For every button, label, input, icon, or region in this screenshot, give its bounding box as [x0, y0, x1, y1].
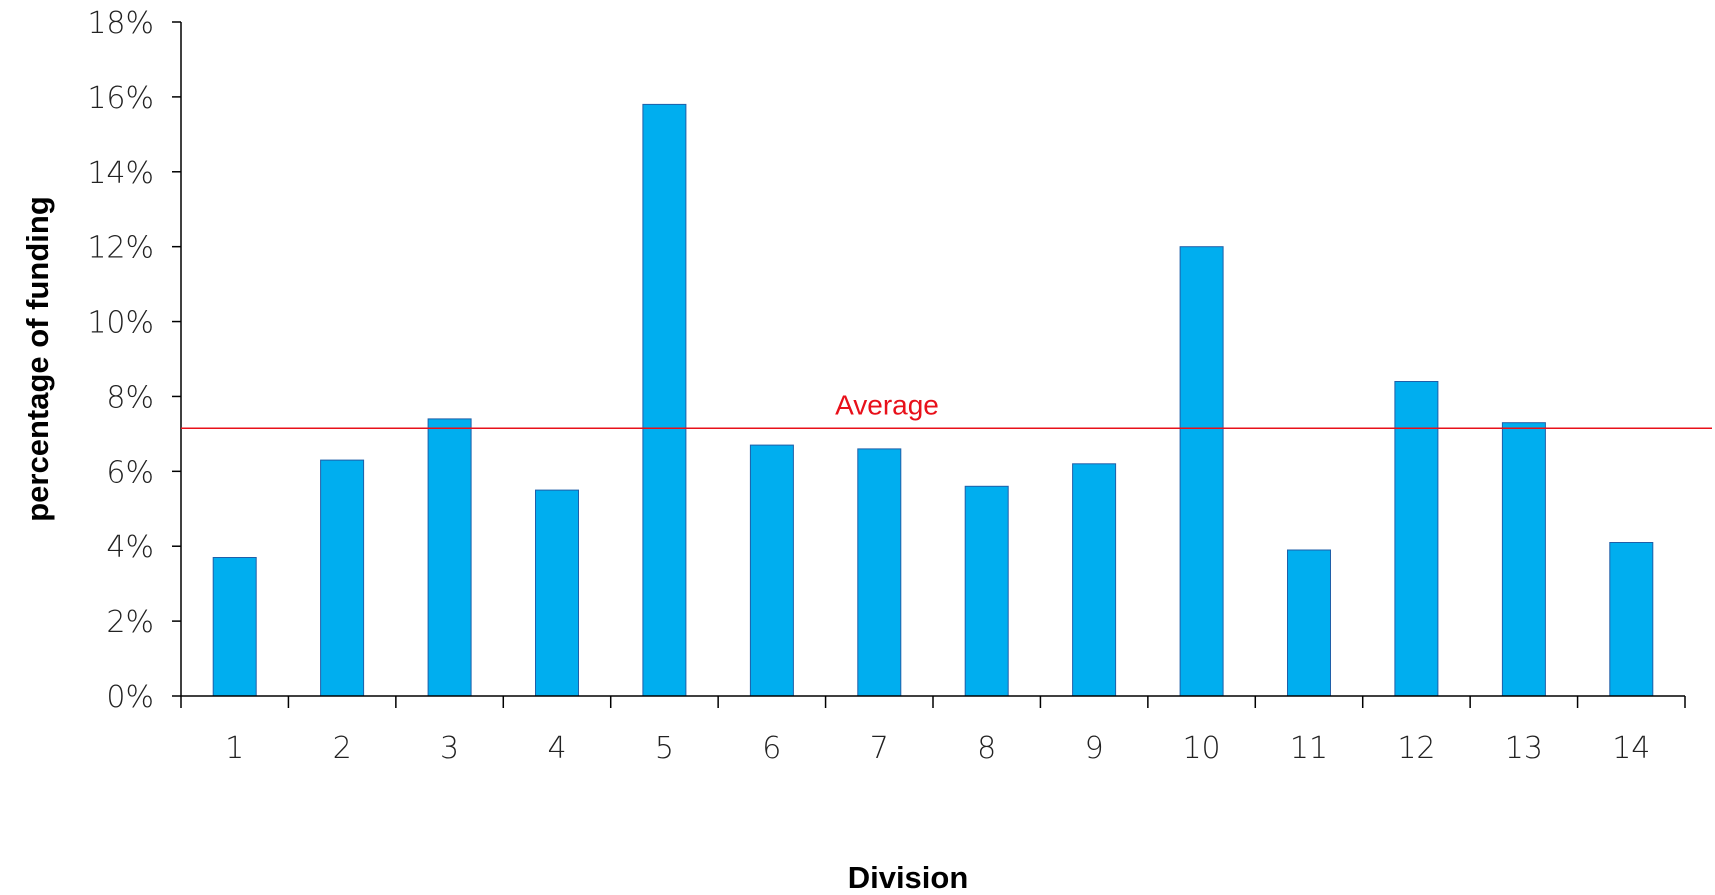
bar-division-13	[1501, 422, 1546, 697]
x-tick-label: 5	[655, 731, 674, 766]
y-tick-label: 0%	[106, 680, 154, 715]
x-tick-label: 7	[870, 731, 889, 766]
bar-division-2	[320, 459, 365, 697]
x-tick-label: 4	[547, 731, 566, 766]
x-ticks-group: 1 2 3 4 5 6 7 8 9 10 11 12 13 14	[180, 696, 1686, 766]
x-tick-label: 8	[977, 731, 996, 766]
average-label: Average	[835, 389, 939, 420]
y-tick-label: 14%	[87, 156, 154, 191]
bar-division-11	[1287, 549, 1331, 697]
x-tick-label: 9	[1085, 731, 1104, 766]
bars-group	[212, 103, 1654, 697]
x-tick-label: 12	[1397, 731, 1435, 766]
y-tick-label: 4%	[106, 530, 154, 565]
x-tick-label: 10	[1182, 731, 1220, 766]
bar-division-6	[749, 444, 794, 697]
bar-division-4	[535, 489, 579, 697]
y-tick-label: 12%	[87, 231, 154, 266]
y-tick-label: 10%	[87, 306, 154, 341]
x-tick-label: 11	[1290, 731, 1328, 766]
bar-division-9	[1072, 463, 1117, 697]
y-tick-label: 18%	[87, 6, 154, 41]
bar-division-12	[1394, 381, 1439, 697]
x-tick-label: 3	[440, 731, 459, 766]
average-group: Average	[181, 389, 1712, 430]
bar-division-3	[427, 418, 472, 697]
bar-division-8	[964, 485, 1009, 697]
y-ticks-group: 0% 2% 4% 6% 8% 10% 12% 14% 16% 18%	[87, 6, 181, 715]
x-tick-label: 2	[333, 731, 352, 766]
bar-division-14	[1609, 542, 1654, 697]
x-tick-label: 14	[1612, 731, 1650, 766]
y-tick-label: 6%	[106, 455, 154, 490]
bar-division-1	[212, 557, 257, 697]
bar-division-5	[642, 103, 687, 697]
x-tick-label: 1	[225, 731, 244, 766]
x-tick-label: 6	[762, 731, 781, 766]
x-axis-title: Division	[848, 860, 969, 895]
x-tick-label: 13	[1505, 731, 1543, 766]
bar-division-10	[1179, 246, 1224, 697]
y-axis-title: percentage of funding	[20, 196, 55, 522]
y-tick-label: 2%	[106, 605, 154, 640]
y-tick-label: 8%	[106, 380, 154, 415]
axes-group	[180, 22, 1685, 697]
bar-division-7	[857, 448, 902, 697]
y-tick-label: 16%	[87, 81, 154, 116]
